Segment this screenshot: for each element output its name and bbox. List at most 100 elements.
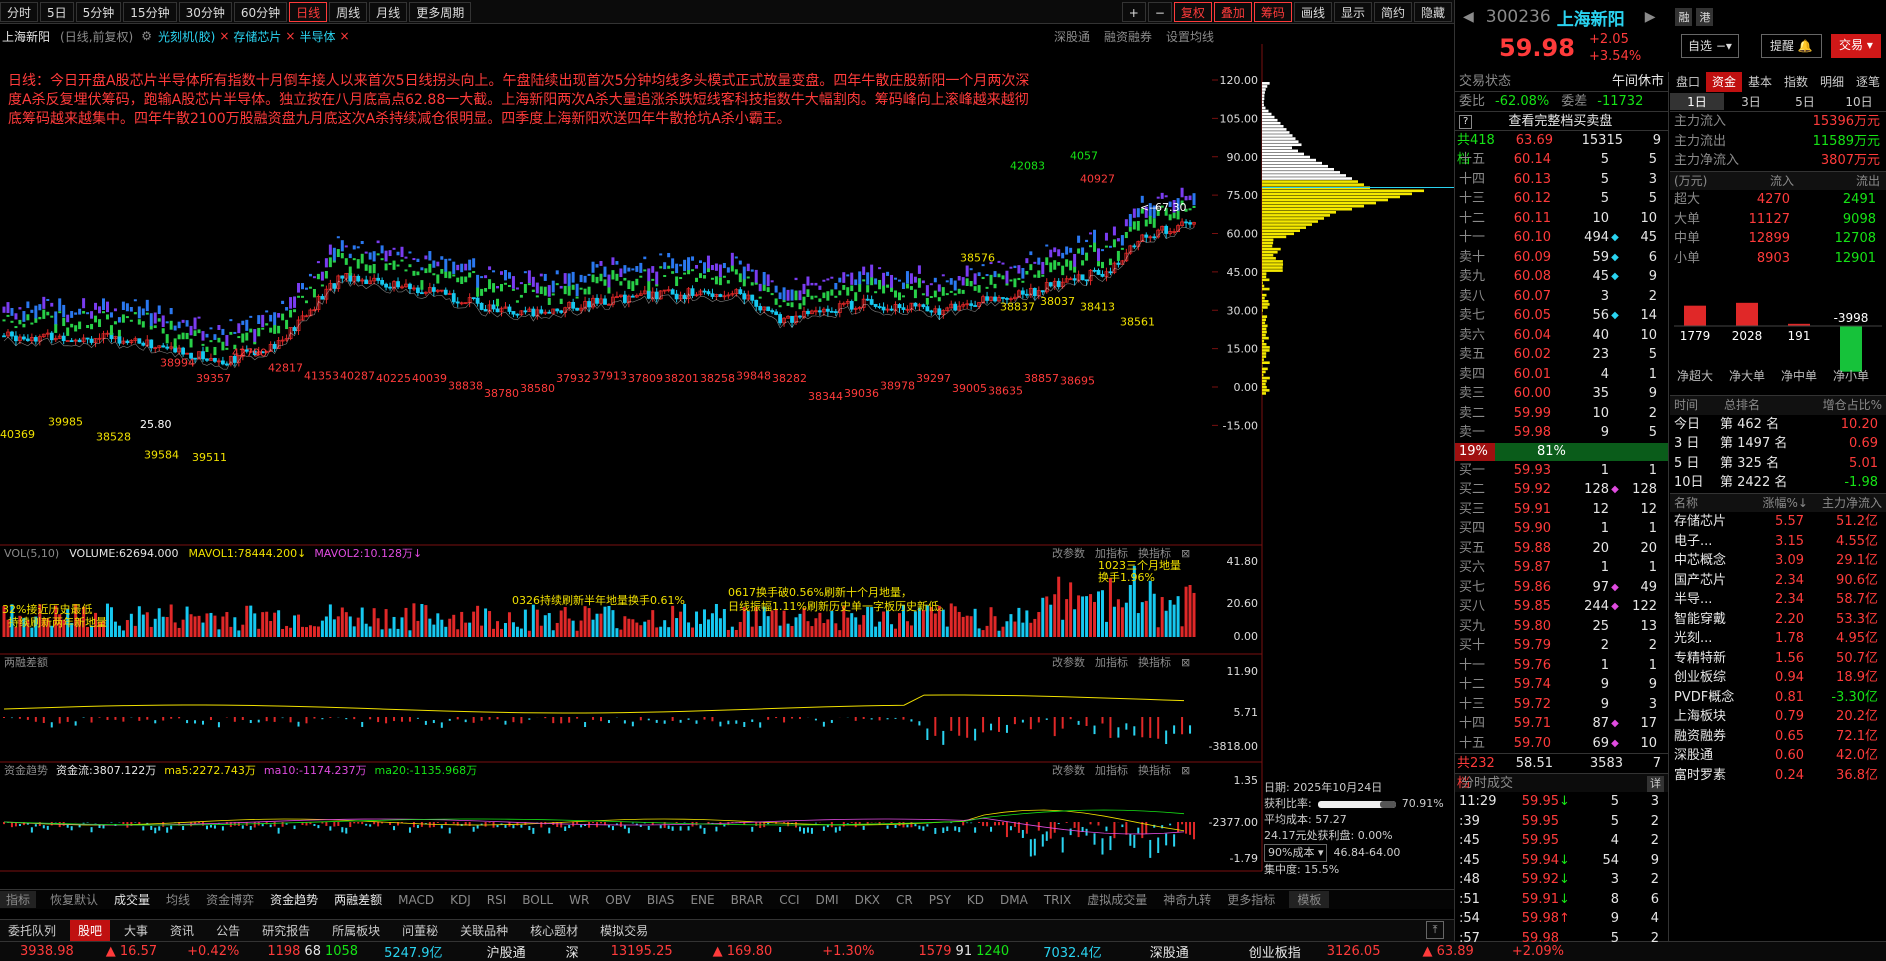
- close-icon[interactable]: ⊠: [1181, 763, 1191, 777]
- alert-button[interactable]: 提醒 🔔: [1761, 34, 1822, 58]
- sector-name[interactable]: 融资融券: [1674, 728, 1727, 744]
- link-margin[interactable]: 融资融券: [1103, 29, 1152, 44]
- sector-row[interactable]: 电子... 3.15 4.55亿: [1670, 532, 1886, 552]
- sell-level-row[interactable]: 十五 60.14 5 5: [1455, 150, 1668, 170]
- buy-level-row[interactable]: 十四 59.71 87 ◆ 17: [1455, 714, 1668, 734]
- buy-level-row[interactable]: 买十 59.79 2 2: [1455, 636, 1668, 656]
- indicator-tab-21[interactable]: KD: [966, 892, 985, 907]
- bottom-tab-1[interactable]: 股吧: [70, 919, 111, 942]
- sell-level-row[interactable]: 卖八 60.07 3 2: [1455, 287, 1668, 307]
- period-2[interactable]: 5分钟: [75, 1, 122, 22]
- indicator-tab-18[interactable]: DKX: [854, 892, 880, 907]
- indicator-tab-1[interactable]: 恢复默认: [50, 893, 99, 907]
- sector-row[interactable]: 半导... 2.34 58.7亿: [1670, 590, 1886, 610]
- bottom-tab-2[interactable]: 大事: [124, 923, 149, 938]
- period-3[interactable]: 15分钟: [123, 1, 177, 22]
- sector-pct-head[interactable]: 涨幅%↓: [1762, 495, 1808, 510]
- sector-row[interactable]: 创业板综 0.94 18.9亿: [1670, 668, 1886, 688]
- indicator-tab-2[interactable]: 成交量: [114, 893, 151, 907]
- sector-row[interactable]: 上海板块 0.79 20.2亿: [1670, 707, 1886, 727]
- expand-icon[interactable]: ⤒: [1426, 921, 1444, 939]
- indicator-tab-5[interactable]: 资金趋势: [270, 893, 319, 907]
- edit-params-button[interactable]: 改参数: [1052, 764, 1085, 777]
- next-stock-icon[interactable]: ▶: [1644, 9, 1656, 25]
- sell-level-row[interactable]: 十一 60.10 494 ◆ 45: [1455, 228, 1668, 248]
- tool-6[interactable]: 显示: [1333, 1, 1372, 22]
- buy-level-row[interactable]: 十五 59.70 69 ◆ 10: [1455, 734, 1668, 754]
- cost-select[interactable]: 90%成本 ▾: [1264, 844, 1328, 862]
- period-6[interactable]: 日线: [289, 1, 328, 22]
- sector-name[interactable]: 智能穿戴: [1674, 611, 1727, 627]
- link-ma-settings[interactable]: 设置均线: [1165, 29, 1214, 44]
- sell-level-row[interactable]: 卖一 59.98 9 5: [1455, 423, 1668, 443]
- tool-4[interactable]: 筹码: [1253, 1, 1292, 22]
- sector-row[interactable]: 富时罗素 0.24 36.8亿: [1670, 766, 1886, 786]
- period-4[interactable]: 30分钟: [178, 1, 232, 22]
- buy-level-row[interactable]: 十三 59.72 9 3: [1455, 695, 1668, 715]
- period-5[interactable]: 60分钟: [233, 1, 288, 22]
- buy-level-row[interactable]: 买六 59.87 1 1: [1455, 558, 1668, 578]
- switch-indicator-button[interactable]: 换指标: [1138, 547, 1171, 560]
- indicator-tab-12[interactable]: OBV: [605, 892, 631, 907]
- sector-row[interactable]: 中芯概念 3.09 29.1亿: [1670, 551, 1886, 571]
- period-0[interactable]: 分时: [0, 1, 39, 22]
- period-8[interactable]: 月线: [369, 1, 408, 22]
- fund-period-2[interactable]: 5日: [1795, 95, 1815, 109]
- cy-index[interactable]: 3126.05: [1326, 944, 1381, 959]
- buy-level-row[interactable]: 十一 59.76 1 1: [1455, 656, 1668, 676]
- bottom-tab-6[interactable]: 所属板块: [332, 923, 381, 938]
- bottom-tab-0[interactable]: 委托队列: [8, 923, 57, 938]
- help-icon[interactable]: ?: [1459, 115, 1473, 129]
- indicator-tab-15[interactable]: BRAR: [730, 892, 764, 907]
- fund-tab-1[interactable]: 资金: [1706, 72, 1742, 92]
- sector-row[interactable]: 专精特新 1.56 50.7亿: [1670, 649, 1886, 669]
- buy-level-row[interactable]: 买三 59.91 12 12: [1455, 500, 1668, 520]
- tool-1[interactable]: −: [1147, 1, 1172, 22]
- indicator-tab-0[interactable]: 指标: [0, 891, 37, 908]
- indicator-tab-19[interactable]: CR: [896, 892, 913, 907]
- indicator-tab-7[interactable]: MACD: [398, 892, 435, 907]
- sell-level-row[interactable]: 卖七 60.05 56 ◆ 14: [1455, 306, 1668, 326]
- sell-level-row[interactable]: 卖四 60.01 4 1: [1455, 365, 1668, 385]
- fund-period-0[interactable]: 1日: [1670, 93, 1724, 110]
- hk-connect-sh[interactable]: 沪股通: [486, 946, 526, 961]
- bottom-tab-4[interactable]: 公告: [216, 923, 241, 938]
- prev-stock-icon[interactable]: ◀: [1463, 9, 1474, 25]
- full-book-button[interactable]: 查看完整档买卖盘: [1508, 114, 1613, 129]
- sell-level-row[interactable]: 卖十 60.09 59 ◆ 6: [1455, 248, 1668, 268]
- close-icon[interactable]: ⊠: [1181, 655, 1191, 669]
- sector-name[interactable]: PVDF概念: [1674, 689, 1735, 705]
- sector-name[interactable]: 富时罗素: [1674, 767, 1727, 783]
- candlestick-chart[interactable]: 120.00105.0090.0075.0060.0045.0030.0015.…: [0, 44, 1454, 874]
- tool-8[interactable]: 隐藏: [1413, 1, 1452, 22]
- edit-params-button[interactable]: 改参数: [1052, 547, 1085, 560]
- indicator-tab-27[interactable]: 模板: [1289, 891, 1330, 908]
- bottom-tab-5[interactable]: 研究报告: [262, 923, 311, 938]
- sector-row[interactable]: 融资融券 0.65 72.1亿: [1670, 727, 1886, 747]
- fund-tab-3[interactable]: 指数: [1784, 75, 1809, 89]
- bottom-tab-7[interactable]: 问董秘: [402, 923, 439, 938]
- tool-2[interactable]: 复权: [1173, 1, 1212, 22]
- fund-period-1[interactable]: 3日: [1741, 95, 1761, 109]
- buy-level-row[interactable]: 买五 59.88 20 20: [1455, 539, 1668, 559]
- sector-row[interactable]: 光刻... 1.78 4.95亿: [1670, 629, 1886, 649]
- indicator-tab-3[interactable]: 均线: [166, 893, 191, 907]
- full-book-row[interactable]: ? 查看完整档买卖盘: [1455, 111, 1668, 131]
- indicator-tab-26[interactable]: 更多指标: [1227, 893, 1276, 907]
- indicator-tab-13[interactable]: BIAS: [646, 892, 675, 907]
- switch-indicator-button[interactable]: 换指标: [1138, 656, 1171, 669]
- hk-connect-sz[interactable]: 深股通: [1149, 946, 1189, 961]
- indicator-tab-6[interactable]: 两融差额: [334, 893, 383, 907]
- indicator-tab-14[interactable]: ENE: [690, 892, 715, 907]
- sell-level-row[interactable]: 十三 60.12 5 5: [1455, 189, 1668, 209]
- indicator-tab-24[interactable]: 虚拟成交量: [1087, 893, 1148, 907]
- buy-level-row[interactable]: 买七 59.86 97 ◆ 49: [1455, 578, 1668, 598]
- trade-button[interactable]: 交易 ▾: [1831, 34, 1881, 58]
- sell-level-row[interactable]: 十四 60.13 5 3: [1455, 170, 1668, 190]
- sell-level-row[interactable]: 卖六 60.04 40 10: [1455, 326, 1668, 346]
- link-hk-connect[interactable]: 深股通: [1053, 29, 1090, 44]
- indicator-tab-8[interactable]: KDJ: [450, 892, 471, 907]
- indicator-tab-23[interactable]: TRIX: [1043, 892, 1072, 907]
- sector-name[interactable]: 存储芯片: [1674, 514, 1727, 529]
- buy-level-row[interactable]: 买八 59.85 244 ◆ 122: [1455, 597, 1668, 617]
